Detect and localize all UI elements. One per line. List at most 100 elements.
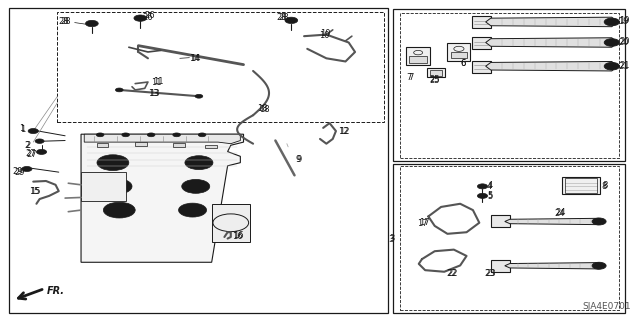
Text: 21: 21 [618, 62, 628, 71]
Text: 16: 16 [233, 231, 243, 240]
Text: 4: 4 [488, 181, 493, 190]
Text: 16: 16 [232, 232, 243, 241]
Text: 5: 5 [487, 191, 492, 200]
Polygon shape [486, 17, 616, 27]
Circle shape [35, 139, 44, 143]
Circle shape [477, 184, 488, 189]
Text: 9: 9 [296, 155, 301, 164]
Bar [406, 47, 430, 65]
Bar [394, 164, 625, 313]
Circle shape [285, 17, 298, 24]
Circle shape [604, 63, 620, 70]
Text: FR.: FR. [47, 286, 65, 296]
Text: 3: 3 [389, 234, 394, 243]
Circle shape [185, 156, 213, 170]
Text: 25: 25 [429, 75, 440, 84]
Text: 11: 11 [151, 78, 162, 86]
Text: 24: 24 [556, 208, 566, 217]
Bar [205, 145, 217, 148]
Bar [173, 143, 185, 147]
Text: 14: 14 [189, 54, 200, 63]
Text: 17: 17 [417, 219, 428, 228]
Text: 15: 15 [29, 187, 39, 196]
Bar [399, 166, 620, 310]
Circle shape [182, 179, 210, 193]
Text: 3: 3 [388, 235, 394, 244]
Text: 23: 23 [486, 269, 496, 278]
Text: 2: 2 [26, 141, 31, 150]
Text: 19: 19 [620, 17, 630, 26]
Text: 14: 14 [190, 55, 200, 63]
Text: 25: 25 [429, 76, 440, 85]
Circle shape [604, 39, 620, 46]
Text: 10: 10 [320, 28, 330, 38]
Bar [472, 61, 491, 72]
Bar [81, 172, 125, 201]
Circle shape [147, 133, 155, 137]
Text: 27: 27 [27, 150, 38, 159]
Circle shape [103, 202, 135, 218]
Bar [427, 69, 445, 77]
Circle shape [195, 94, 203, 98]
Bar [562, 177, 600, 194]
Bar [9, 8, 388, 313]
Text: 15: 15 [30, 187, 40, 196]
Circle shape [28, 129, 38, 134]
Text: 5: 5 [488, 192, 493, 201]
Polygon shape [505, 218, 604, 225]
Circle shape [122, 133, 129, 137]
Bar [97, 143, 108, 147]
Text: 26: 26 [143, 13, 154, 22]
Text: 9: 9 [296, 155, 301, 164]
Text: SJA4E0701: SJA4E0701 [582, 302, 631, 311]
Text: 26: 26 [145, 11, 156, 20]
Polygon shape [486, 38, 616, 47]
Circle shape [97, 155, 129, 171]
Bar [135, 142, 147, 146]
Circle shape [604, 18, 620, 26]
Text: 4: 4 [487, 182, 492, 191]
Text: 13: 13 [149, 89, 160, 98]
Circle shape [134, 15, 147, 21]
Text: 12: 12 [339, 127, 349, 136]
Bar [58, 11, 384, 122]
Text: 20: 20 [620, 37, 630, 46]
Text: 13: 13 [148, 89, 159, 98]
Text: 2: 2 [24, 141, 29, 150]
Text: 8: 8 [602, 182, 607, 191]
Circle shape [22, 167, 32, 172]
Circle shape [36, 149, 47, 154]
Text: 11: 11 [153, 77, 164, 85]
Polygon shape [84, 134, 241, 144]
Bar [491, 215, 510, 227]
Text: 21: 21 [620, 61, 630, 70]
Text: 20: 20 [618, 38, 628, 47]
Bar [451, 52, 467, 58]
Text: 7: 7 [406, 73, 412, 82]
Text: 22: 22 [446, 269, 457, 278]
Bar [430, 70, 442, 76]
Text: 10: 10 [319, 31, 329, 40]
Text: 29: 29 [14, 168, 24, 177]
Text: 28: 28 [276, 13, 287, 22]
Circle shape [115, 88, 123, 92]
Text: 7: 7 [408, 73, 413, 82]
Bar [409, 56, 427, 63]
Circle shape [173, 133, 180, 137]
Text: 6: 6 [460, 59, 465, 68]
Text: 1: 1 [20, 125, 26, 134]
Text: 6: 6 [460, 59, 465, 68]
Text: 29: 29 [13, 167, 23, 176]
Bar [394, 9, 625, 161]
Polygon shape [486, 62, 616, 71]
Circle shape [198, 133, 206, 137]
Bar [212, 204, 250, 242]
Text: 1: 1 [19, 124, 24, 133]
Circle shape [592, 218, 606, 225]
Text: 18: 18 [259, 105, 270, 114]
Circle shape [477, 193, 488, 198]
Circle shape [86, 20, 99, 27]
Polygon shape [81, 134, 244, 262]
Text: 28: 28 [278, 13, 289, 22]
Bar [565, 178, 597, 193]
